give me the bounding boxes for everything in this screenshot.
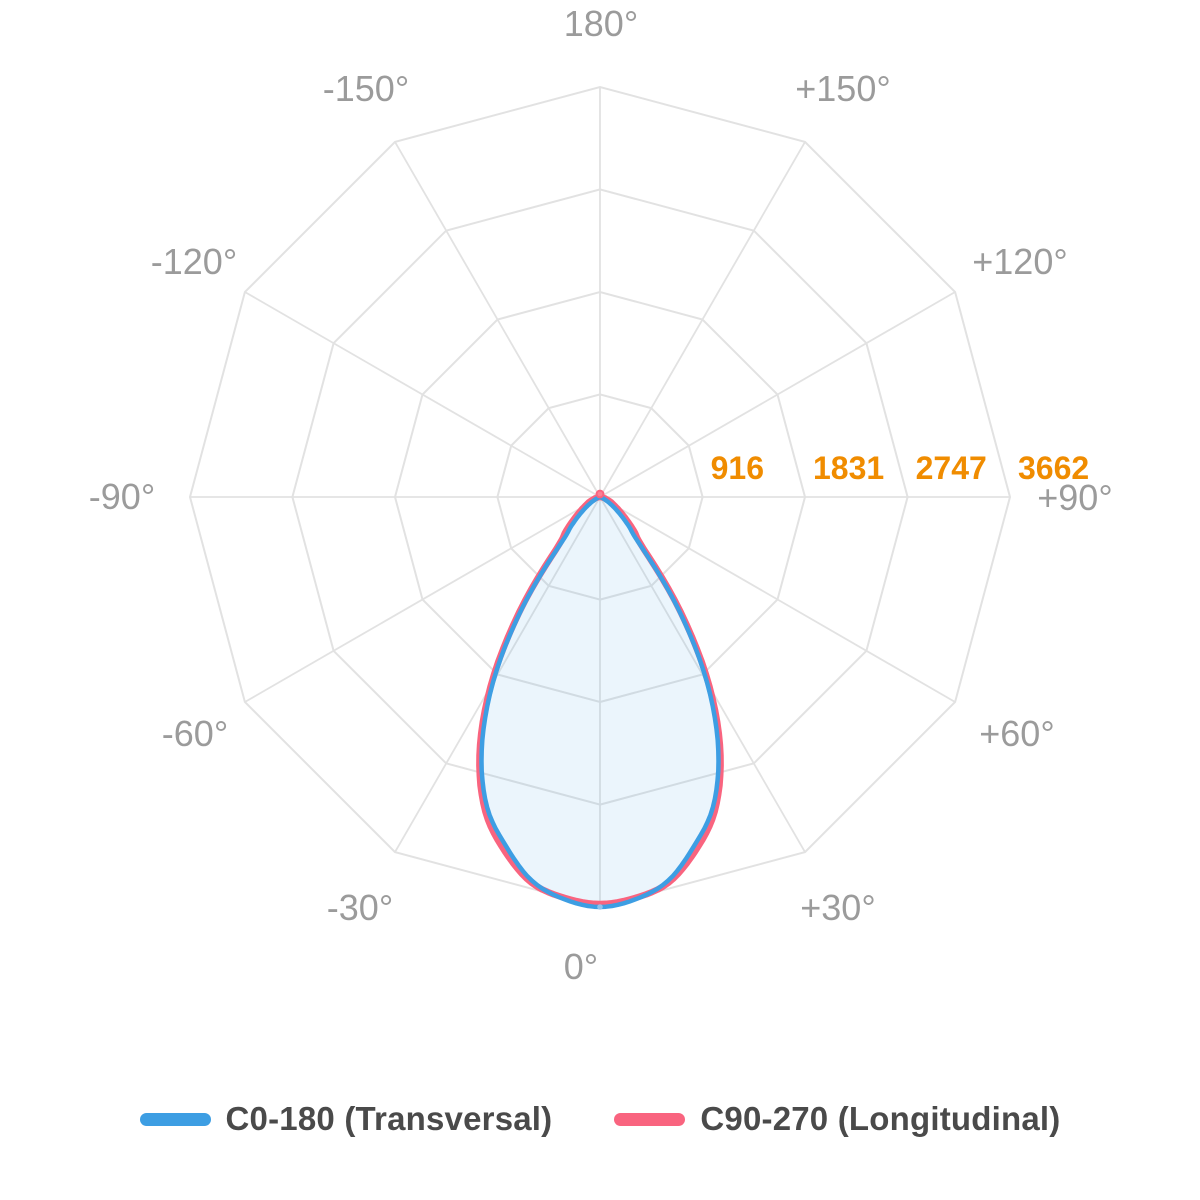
angle-label-120: +120° [972, 241, 1067, 282]
angle-label--120: -120° [151, 241, 237, 282]
legend-swatch-c0-180 [139, 1112, 211, 1126]
angle-label-60: +60° [979, 713, 1054, 754]
chart-legend: C0-180 (Transversal) C90-270 (Longitudin… [0, 1100, 1200, 1138]
angle-label--60: -60° [162, 713, 228, 754]
grid-spoke-120 [599, 291, 956, 498]
c0-180-area [481, 497, 719, 907]
radial-tick-916: 916 [711, 450, 764, 486]
legend-item-c90-270[interactable]: C90-270 (Longitudinal) [614, 1100, 1060, 1138]
angle-label-150: +150° [795, 68, 890, 109]
c90-270-pole-marker [595, 489, 605, 499]
angle-label--150: -150° [323, 68, 409, 109]
c0-180-tip-marker [597, 904, 603, 910]
grid-spoke-210 [394, 141, 601, 498]
polar-chart: 916 1831 2747 3662 180° -150° +150° -120° +120° -… [89, 3, 1113, 987]
radial-tick-2747: 2747 [916, 450, 987, 486]
angle-label-180: 180° [564, 3, 638, 44]
angle-label-90: +90° [1037, 477, 1112, 518]
angle-label-30: +30° [800, 887, 875, 928]
radial-tick-1831: 1831 [813, 450, 884, 486]
angle-label--90: -90° [89, 476, 155, 517]
legend-item-c0-180[interactable]: C0-180 (Transversal) [139, 1100, 553, 1138]
grid-spoke-300 [244, 496, 601, 703]
grid-spoke-60 [599, 496, 956, 703]
grid-spoke-150 [599, 141, 806, 498]
radial-tick-3662: 3662 [1018, 450, 1089, 486]
angle-label--30: -30° [327, 887, 393, 928]
legend-label-c90-270: C90-270 (Longitudinal) [700, 1100, 1061, 1137]
legend-label-c0-180: C0-180 (Transversal) [225, 1100, 553, 1137]
legend-swatch-c90-270 [614, 1112, 686, 1126]
polar-chart-svg: 916 1831 2747 3662 180° -150° +150° -120° +120° -… [89, 3, 1113, 987]
angle-label-0: 0° [564, 946, 598, 987]
grid-spoke-240 [244, 291, 601, 498]
